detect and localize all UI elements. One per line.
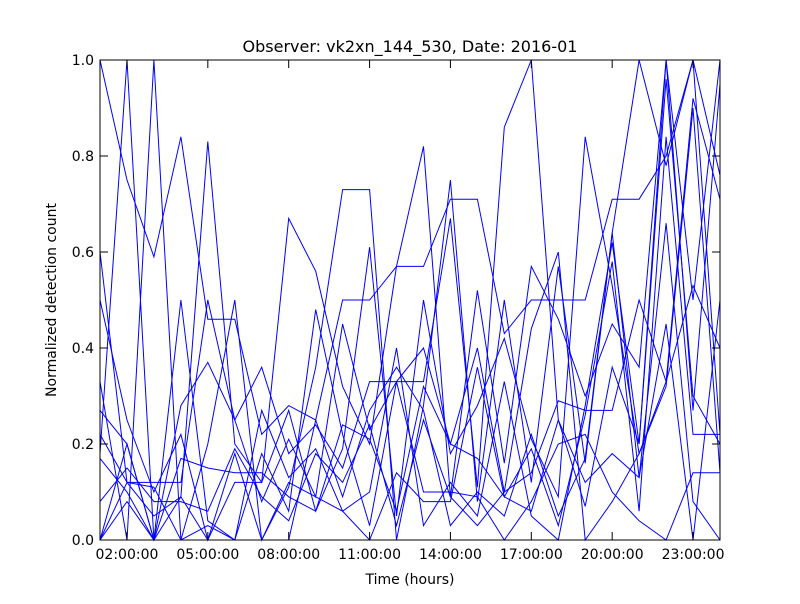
x-tick-label: 11:00:00 — [338, 547, 401, 563]
series-line-7 — [99, 136, 720, 542]
y-tick-label: 0.2 — [72, 437, 94, 453]
y-tick-label: 0.0 — [72, 533, 94, 549]
series-line-2 — [99, 98, 721, 493]
series-layer — [99, 59, 721, 542]
x-tick-label: 23:00:00 — [662, 547, 725, 563]
chart-title: Observer: vk2xn_144_530, Date: 2016-01 — [243, 37, 578, 57]
y-axis: 0.0 0.2 0.4 0.6 0.8 1.0 — [72, 53, 720, 549]
x-tick-label: 20:00:00 — [581, 547, 644, 563]
x-tick-label: 08:00:00 — [257, 547, 320, 563]
y-tick-label: 0.4 — [72, 341, 94, 357]
y-tick-label: 0.8 — [72, 149, 94, 165]
series-line-8 — [99, 107, 721, 542]
x-axis-label: Time (hours) — [365, 572, 455, 588]
series-line-11 — [99, 232, 721, 541]
y-tick-label: 0.6 — [72, 245, 94, 261]
series-line-9 — [99, 223, 721, 542]
series-line-12 — [99, 309, 720, 541]
x-tick-label: 17:00:00 — [500, 547, 563, 563]
x-tick-label: 02:00:00 — [96, 547, 159, 563]
series-line-3 — [99, 59, 721, 542]
series-line-5 — [99, 59, 721, 541]
x-tick-label: 05:00:00 — [176, 547, 239, 563]
y-axis-label: Normalized detection count — [44, 203, 60, 397]
x-axis: 02:00:00 05:00:00 08:00:00 11:00:00 14:00:00… — [96, 60, 725, 563]
x-tick-label: 14:00:00 — [419, 547, 482, 563]
y-tick-label: 1.0 — [72, 53, 94, 69]
plot-frame — [99, 59, 721, 541]
series-line-1 — [99, 59, 721, 436]
